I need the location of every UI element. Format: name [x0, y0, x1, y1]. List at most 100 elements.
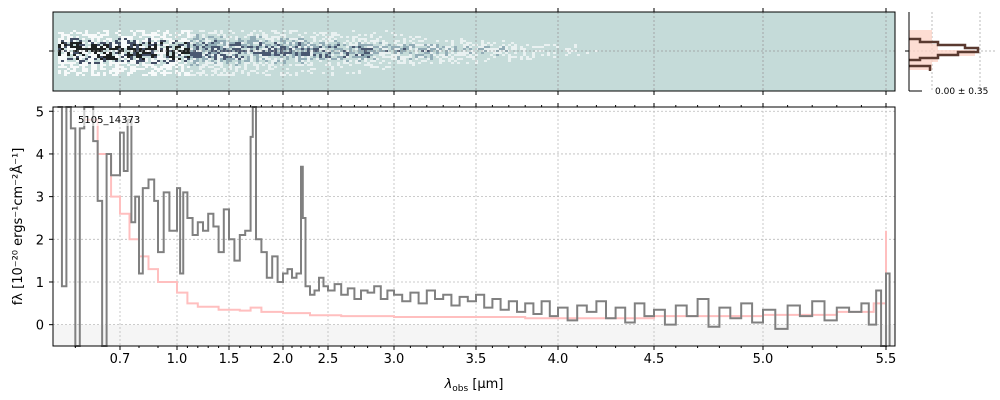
2d-pixel	[187, 46, 190, 48]
2d-pixel	[265, 34, 268, 36]
2d-pixel	[355, 46, 358, 48]
2d-pixel	[400, 44, 403, 46]
2d-pixel	[301, 58, 304, 60]
2d-pixel	[301, 42, 304, 44]
2d-pixel	[244, 62, 247, 64]
2d-pixel	[304, 48, 307, 50]
2d-pixel	[457, 52, 460, 54]
2d-pixel	[253, 38, 256, 40]
2d-pixel	[103, 46, 106, 48]
2d-pixel	[130, 42, 133, 44]
2d-pixel	[121, 42, 124, 44]
2d-pixel	[121, 48, 124, 50]
2d-pixel	[466, 56, 469, 58]
2d-pixel	[64, 54, 67, 56]
2d-pixel	[244, 46, 247, 48]
2d-pixel	[265, 70, 268, 72]
2d-pixel	[79, 48, 82, 50]
2d-pixel	[142, 30, 145, 32]
2d-pixel	[136, 42, 139, 44]
2d-pixel	[253, 70, 256, 72]
2d-pixel	[103, 52, 106, 54]
x-tick-label: 0.7	[110, 352, 131, 367]
2d-pixel	[319, 42, 322, 44]
2d-pixel	[241, 56, 244, 58]
2d-pixel	[523, 50, 526, 52]
2d-pixel	[151, 64, 154, 66]
2d-pixel	[457, 62, 460, 64]
2d-pixel	[190, 48, 193, 50]
2d-pixel	[97, 72, 100, 74]
2d-pixel	[262, 64, 265, 66]
2d-pixel	[400, 48, 403, 50]
2d-pixel	[337, 48, 340, 50]
2d-pixel	[364, 34, 367, 36]
2d-pixel	[91, 56, 94, 58]
2d-pixel	[256, 68, 259, 70]
2d-pixel	[238, 50, 241, 52]
2d-pixel	[310, 58, 313, 60]
2d-pixel	[199, 72, 202, 74]
2d-pixel	[265, 46, 268, 48]
2d-pixel	[298, 46, 301, 48]
2d-pixel	[349, 48, 352, 50]
2d-pixel	[373, 66, 376, 68]
2d-pixel	[400, 58, 403, 60]
2d-pixel	[370, 48, 373, 50]
2d-pixel	[331, 74, 334, 76]
2d-pixel	[169, 66, 172, 68]
2d-pixel	[64, 66, 67, 68]
2d-pixel	[76, 46, 79, 48]
2d-pixel	[64, 72, 67, 74]
2d-pixel	[349, 52, 352, 54]
2d-pixel	[76, 52, 79, 54]
2d-pixel	[136, 40, 139, 42]
2d-pixel	[322, 32, 325, 34]
2d-pixel	[223, 52, 226, 54]
2d-pixel	[178, 44, 181, 46]
2d-pixel	[160, 48, 163, 50]
2d-pixel	[196, 64, 199, 66]
2d-pixel	[232, 72, 235, 74]
2d-pixel	[382, 54, 385, 56]
2d-pixel	[451, 42, 454, 44]
2d-pixel	[328, 38, 331, 40]
2d-pixel	[187, 74, 190, 76]
2d-pixel	[220, 72, 223, 74]
2d-pixel	[319, 52, 322, 54]
2d-pixel	[463, 52, 466, 54]
2d-pixel	[499, 46, 502, 48]
2d-pixel	[292, 48, 295, 50]
2d-pixel	[172, 56, 175, 58]
2d-pixel	[322, 44, 325, 46]
2d-pixel	[58, 62, 61, 64]
2d-pixel	[226, 48, 229, 50]
2d-pixel	[376, 52, 379, 54]
2d-pixel	[76, 38, 79, 40]
2d-pixel	[202, 60, 205, 62]
2d-pixel	[82, 48, 85, 50]
2d-pixel	[352, 36, 355, 38]
2d-pixel	[397, 60, 400, 62]
2d-pixel	[280, 38, 283, 40]
2d-pixel	[442, 60, 445, 62]
2d-pixel	[211, 44, 214, 46]
2d-pixel	[415, 36, 418, 38]
2d-pixel	[208, 52, 211, 54]
2d-pixel	[175, 70, 178, 72]
2d-pixel	[463, 44, 466, 46]
2d-pixel	[133, 34, 136, 36]
2d-pixel	[280, 40, 283, 42]
2d-pixel	[163, 50, 166, 52]
2d-pixel	[181, 38, 184, 40]
2d-pixel	[289, 32, 292, 34]
2d-pixel	[274, 36, 277, 38]
2d-pixel	[70, 58, 73, 60]
2d-pixel	[181, 54, 184, 56]
2d-pixel	[202, 46, 205, 48]
2d-pixel	[520, 46, 523, 48]
2d-pixel	[226, 62, 229, 64]
2d-pixel	[217, 48, 220, 50]
plot-frame	[52, 106, 896, 347]
2d-pixel	[502, 40, 505, 42]
